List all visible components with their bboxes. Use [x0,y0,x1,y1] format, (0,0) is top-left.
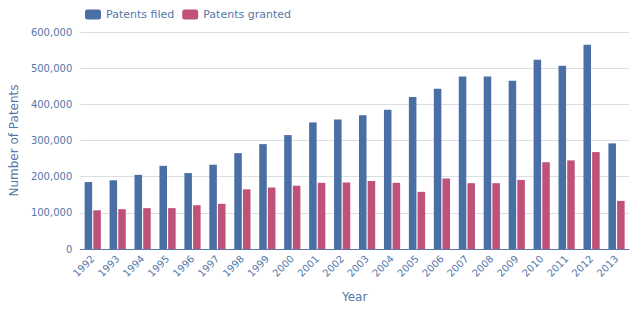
svg-text:600,000: 600,000 [31,27,72,38]
svg-text:400,000: 400,000 [31,99,72,110]
svg-text:0: 0 [66,244,72,255]
svg-text:2003: 2003 [345,253,371,279]
svg-text:Patents filed: Patents filed [106,8,174,21]
svg-text:100,000: 100,000 [31,207,72,218]
svg-text:Patents granted: Patents granted [203,8,291,21]
svg-text:300,000: 300,000 [31,135,72,146]
svg-text:2006: 2006 [420,253,446,279]
svg-text:1995: 1995 [146,253,172,279]
svg-text:1994: 1994 [121,253,147,279]
svg-text:1998: 1998 [221,253,247,279]
svg-text:1996: 1996 [171,253,197,279]
svg-text:2010: 2010 [520,253,546,279]
svg-text:200,000: 200,000 [31,171,72,182]
svg-text:1992: 1992 [71,253,97,279]
svg-text:2004: 2004 [370,253,396,279]
svg-text:Number of Patents: Number of Patents [7,84,21,196]
svg-text:2005: 2005 [395,253,421,279]
svg-text:2000: 2000 [270,253,296,279]
svg-text:2013: 2013 [595,253,621,279]
svg-text:500,000: 500,000 [31,63,72,74]
svg-text:2002: 2002 [320,253,346,279]
svg-text:Year: Year [341,290,367,304]
svg-text:2011: 2011 [545,253,571,279]
svg-text:1993: 1993 [96,253,122,279]
svg-text:2008: 2008 [470,253,496,279]
svg-text:1999: 1999 [245,253,271,279]
svg-text:2009: 2009 [495,253,521,279]
svg-text:2001: 2001 [295,253,321,279]
svg-text:2012: 2012 [570,253,596,279]
svg-text:1997: 1997 [196,253,222,279]
svg-text:2007: 2007 [445,253,471,279]
